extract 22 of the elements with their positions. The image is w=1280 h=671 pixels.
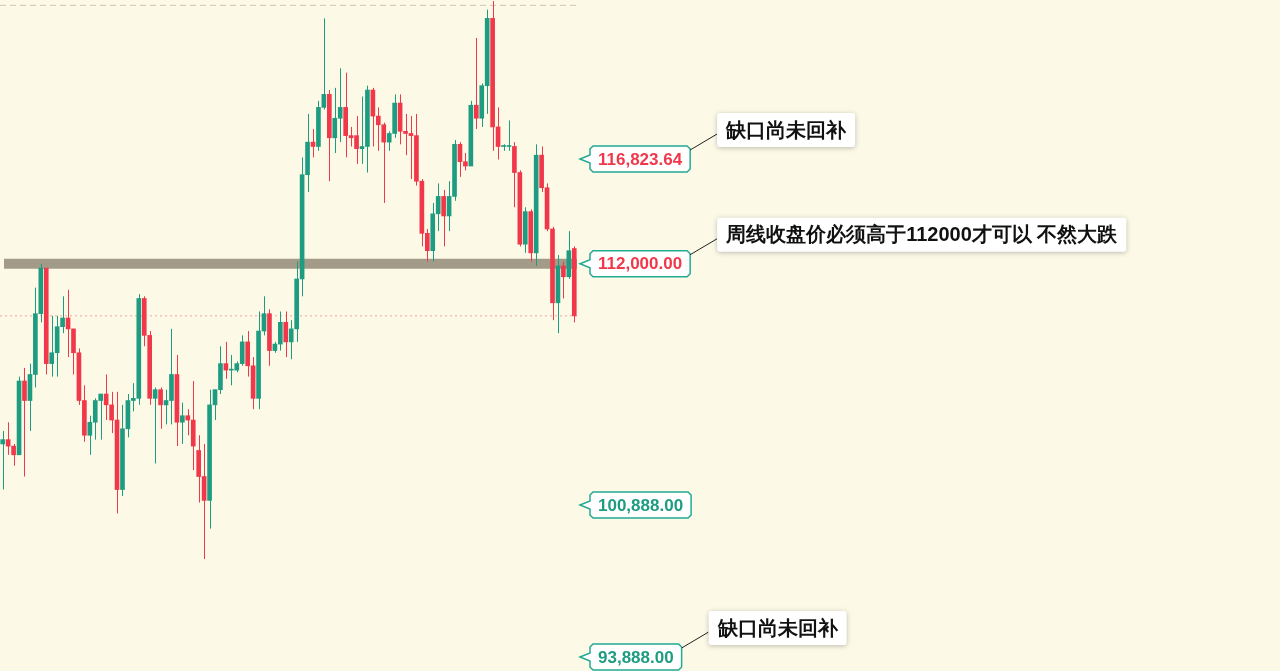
candlestick	[109, 391, 114, 434]
candlestick	[283, 311, 289, 358]
candlestick	[22, 367, 27, 478]
text: 周线收盘价必须高于112000才可以 不然大跌	[725, 223, 1119, 246]
candlestick	[11, 443, 16, 467]
y-tick-label: 112,000.00	[598, 254, 683, 274]
candlestick	[49, 315, 55, 378]
candlestick	[152, 387, 158, 464]
candlestick	[288, 319, 294, 360]
candlestick	[278, 311, 283, 352]
candlestick	[441, 189, 446, 247]
y-tick-label: 93,888.00	[598, 647, 674, 667]
y-tick-label: 116,823.64	[598, 149, 683, 169]
candlestick	[0, 430, 6, 491]
candlestick	[561, 261, 566, 299]
candlestick	[185, 408, 191, 436]
text: 缺口尚未回补	[716, 616, 839, 639]
text: 缺口尚未回补	[725, 118, 848, 141]
candlestick	[158, 387, 163, 430]
y-tick-label: 100,888.00	[598, 495, 684, 515]
candlestick	[180, 402, 185, 445]
candlestick	[473, 37, 479, 130]
